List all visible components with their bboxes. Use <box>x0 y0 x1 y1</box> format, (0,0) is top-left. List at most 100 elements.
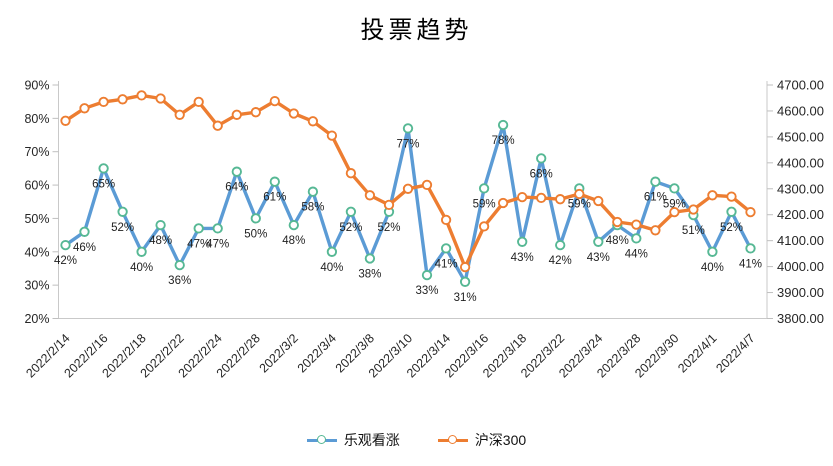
data-point-marker <box>707 190 718 201</box>
data-label: 40% <box>130 262 153 274</box>
data-point-marker <box>593 195 604 207</box>
data-point-marker <box>155 219 166 231</box>
data-label: 78% <box>492 135 515 147</box>
right-tick-label: 4400.00 <box>777 155 824 170</box>
data-point-marker <box>745 206 756 218</box>
data-label: 42% <box>549 255 572 267</box>
data-label: 43% <box>511 252 534 264</box>
data-point-marker <box>402 183 414 194</box>
data-point-marker <box>650 225 661 236</box>
legend-item-csi300: 沪深300 <box>437 430 527 450</box>
data-point-marker <box>364 190 376 201</box>
data-point-marker <box>536 153 547 164</box>
data-point-marker <box>307 186 319 197</box>
left-tick-label: 50% <box>24 212 49 226</box>
right-tick-label: 4600.00 <box>777 103 824 118</box>
data-label: 68% <box>530 168 553 180</box>
right-tick-label: 4700.00 <box>777 78 824 93</box>
left-tick-label: 30% <box>24 279 49 293</box>
data-label: 61% <box>644 192 667 204</box>
series-csi300 <box>60 90 756 273</box>
data-label: 52% <box>339 222 362 234</box>
data-point-marker <box>231 166 242 177</box>
left-tick-label: 70% <box>24 145 49 159</box>
data-point-marker <box>478 183 490 194</box>
data-label: 41% <box>739 258 762 270</box>
data-label: 47% <box>206 238 229 250</box>
data-label: 36% <box>168 275 191 287</box>
legend: 乐观看涨 沪深300 <box>0 430 833 450</box>
data-point-marker <box>288 108 299 119</box>
left-tick-label: 80% <box>24 112 49 126</box>
x-tick-label: 2022/4/7 <box>713 331 757 375</box>
right-axis-ticks: 4700.00 4600.00 4500.00 4400.00 4300.00 4200.… <box>767 78 824 326</box>
left-tick-label: 90% <box>24 79 49 93</box>
data-point-marker <box>669 206 680 218</box>
data-label: 51% <box>682 225 705 237</box>
data-point-marker <box>612 216 623 228</box>
data-point-marker <box>345 206 357 217</box>
data-label: 59% <box>568 198 591 210</box>
data-label: 59% <box>663 198 686 210</box>
data-label: 40% <box>701 262 724 274</box>
data-point-marker <box>726 206 737 217</box>
left-tick-label: 20% <box>24 312 49 326</box>
data-label: 47% <box>187 238 210 250</box>
data-point-marker <box>631 233 642 244</box>
data-point-marker <box>326 246 338 257</box>
data-point-marker <box>288 219 299 231</box>
data-point-marker <box>345 168 357 179</box>
data-point-marker <box>497 119 509 131</box>
data-point-marker <box>326 130 338 141</box>
left-axis-ticks: 90% 80% 70% 60% 50% 40% 30% 20% <box>24 79 59 326</box>
data-label: 40% <box>320 262 343 274</box>
legend-label-optimistic: 乐观看涨 <box>343 432 400 448</box>
data-label: 31% <box>454 292 477 304</box>
x-tick-label: 2022/3/4 <box>295 331 339 375</box>
data-point-marker <box>517 236 528 247</box>
data-label: 41% <box>435 258 458 270</box>
right-tick-label: 4100.00 <box>777 233 824 248</box>
data-point-marker <box>60 239 71 251</box>
x-axis-labels: 2022/2/142022/2/162022/2/182022/2/222022… <box>23 331 757 380</box>
chart-title: 投票趋势 <box>360 16 473 44</box>
data-label: 64% <box>225 182 248 194</box>
data-point-marker <box>307 116 319 127</box>
left-tick-label: 40% <box>24 245 49 259</box>
data-label: 43% <box>587 252 610 264</box>
axes <box>58 81 768 319</box>
data-label: 48% <box>606 235 629 247</box>
data-point-marker <box>421 179 433 191</box>
data-point-marker <box>421 269 433 281</box>
data-point-marker <box>555 194 566 205</box>
right-tick-label: 4500.00 <box>777 129 824 144</box>
legend-label-csi300: 沪深300 <box>474 432 527 448</box>
data-point-marker <box>555 239 566 251</box>
right-tick-label: 4300.00 <box>777 181 824 196</box>
data-label: 52% <box>111 222 134 234</box>
data-label: 42% <box>54 255 77 267</box>
data-label: 50% <box>244 228 267 240</box>
data-point-marker <box>136 90 147 101</box>
data-point-marker <box>174 259 185 271</box>
data-label: 44% <box>625 248 648 260</box>
data-point-marker <box>402 123 414 134</box>
data-point-marker <box>250 107 261 118</box>
data-point-marker <box>688 204 699 215</box>
legend-item-optimistic: 乐观看涨 <box>306 430 400 450</box>
data-point-marker <box>440 214 452 226</box>
series-optimistic <box>60 119 756 287</box>
data-point-marker <box>459 276 471 287</box>
data-point-marker <box>212 223 223 234</box>
data-point-marker <box>631 219 642 230</box>
data-point-marker <box>269 176 280 187</box>
data-point-marker <box>98 163 109 174</box>
data-point-marker <box>117 94 128 105</box>
data-point-marker <box>212 120 223 131</box>
data-point-marker <box>79 103 90 114</box>
right-tick-label: 4200.00 <box>777 207 824 222</box>
legend-marker-optimistic-icon <box>306 435 337 445</box>
data-label: 52% <box>377 222 400 234</box>
